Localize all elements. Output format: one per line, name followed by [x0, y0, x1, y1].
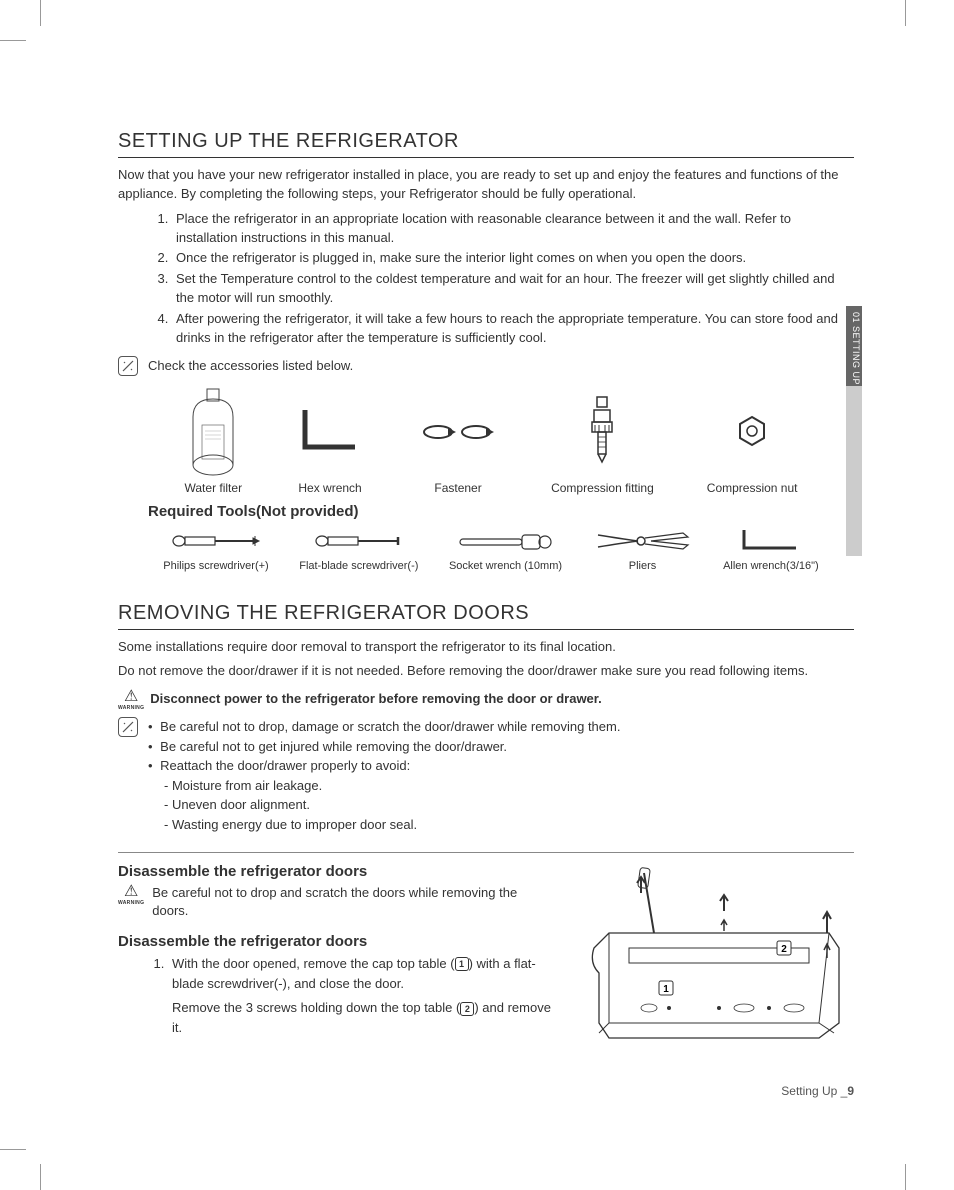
disassemble-warning: ⚠ WARNING Be careful not to drop and scr… [118, 884, 554, 920]
diagram-door-removal: 1 2 [574, 863, 854, 1063]
disassemble-steps: With the door opened, remove the cap top… [168, 954, 554, 1039]
tool-label: Flat-blade screwdriver(-) [299, 560, 418, 572]
accessory-label: Water filter [185, 481, 243, 495]
tool-flat-blade: Flat-blade screwdriver(-) [299, 526, 418, 572]
note-row: Check the accessories listed below. [118, 356, 854, 376]
accessory-water-filter: Water filter [185, 390, 243, 495]
tool-allen-wrench: Allen wrench(3/16") [723, 526, 819, 572]
section-title-setup: SETTING UP THE REFRIGERATOR [118, 130, 854, 158]
step-item: With the door opened, remove the cap top… [168, 954, 554, 1039]
accessory-label: Fastener [434, 481, 481, 495]
tool-label: Socket wrench (10mm) [449, 560, 562, 572]
warning-icon: ⚠ WARNING [118, 689, 144, 711]
sub-bullet: - Uneven door alignment. [148, 795, 620, 815]
note-icon [118, 356, 138, 376]
setup-steps: Place the refrigerator in an appropriate… [172, 210, 854, 348]
accessory-label: Compression fitting [551, 481, 654, 495]
step-item: Set the Temperature control to the colde… [172, 270, 854, 308]
sub-bullet: - Wasting energy due to improper door se… [148, 815, 620, 835]
note-icon [118, 717, 138, 737]
tools-row: Philips screwdriver(+) Flat-blade screwd… [148, 526, 834, 572]
disassemble-title-2: Disassemble the refrigerator doors [118, 933, 554, 950]
caution-note: Be careful not to drop, damage or scratc… [118, 717, 854, 834]
tools-heading: Required Tools(Not provided) [148, 503, 854, 520]
tool-label: Philips screwdriver(+) [163, 560, 268, 572]
warning-text: Disconnect power to the refrigerator bef… [150, 689, 601, 706]
tool-philips: Philips screwdriver(+) [163, 526, 268, 572]
step-item: Place the refrigerator in an appropriate… [172, 210, 854, 248]
tool-pliers: Pliers [593, 526, 693, 572]
svg-text:1: 1 [663, 984, 669, 995]
tool-label: Allen wrench(3/16") [723, 560, 819, 572]
disassemble-warn-text: Be careful not to drop and scratch the d… [152, 884, 554, 920]
tool-label: Pliers [629, 560, 657, 572]
accessory-compression-nut: Compression nut [707, 390, 798, 495]
accessory-label: Compression nut [707, 481, 798, 495]
bullet-item: Reattach the door/drawer properly to avo… [148, 756, 620, 776]
tool-socket-wrench: Socket wrench (10mm) [449, 526, 562, 572]
warning-row: ⚠ WARNING Disconnect power to the refrig… [118, 689, 854, 711]
svg-text:2: 2 [781, 944, 787, 955]
callout-1: 1 [455, 957, 469, 971]
callout-2: 2 [460, 1002, 474, 1016]
accessory-fastener: Fastener [418, 390, 498, 495]
step-item: After powering the refrigerator, it will… [172, 310, 854, 348]
accessory-label: Hex wrench [298, 481, 361, 495]
accessory-hex-wrench: Hex wrench [295, 390, 365, 495]
note-text: Check the accessories listed below. [148, 358, 353, 373]
caution-bullets: Be careful not to drop, damage or scratc… [148, 717, 620, 776]
section-title-removing: REMOVING THE REFRIGERATOR DOORS [118, 602, 854, 630]
intro-text: Now that you have your new refrigerator … [118, 166, 854, 204]
accessories-row: Water filter Hex wrench Fastener [158, 390, 824, 495]
warning-icon: ⚠ WARNING [118, 884, 144, 920]
disassemble-title-1: Disassemble the refrigerator doors [118, 863, 554, 880]
bullet-item: Be careful not to get injured while remo… [148, 737, 620, 757]
bullet-item: Be careful not to drop, damage or scratc… [148, 717, 620, 737]
removing-intro1: Some installations require door removal … [118, 638, 854, 657]
step-item: Once the refrigerator is plugged in, mak… [172, 249, 854, 268]
removing-intro2: Do not remove the door/drawer if it is n… [118, 662, 854, 681]
sub-bullet: - Moisture from air leakage. [148, 776, 620, 796]
accessory-compression-fitting: Compression fitting [551, 390, 654, 495]
page-footer: Setting Up _9 [781, 1084, 854, 1098]
